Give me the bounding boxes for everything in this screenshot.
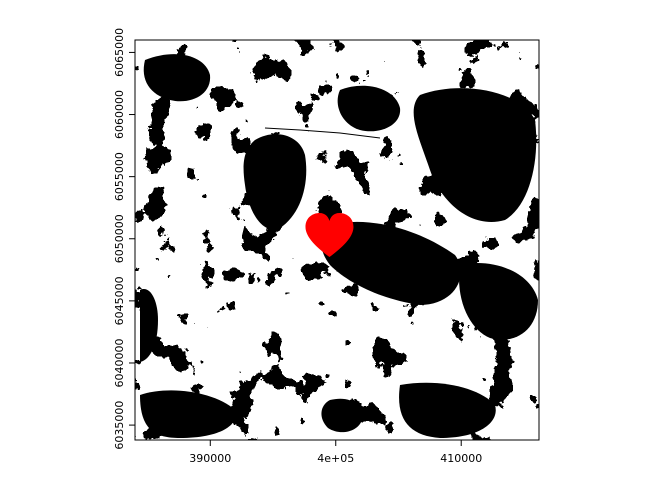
y-axis: 6035000 6040000 6045000 6050000 6055000 60600… [113, 28, 135, 450]
y-tick-label: 6060000 [113, 90, 126, 139]
x-tick-label: 390000 [189, 452, 231, 465]
y-tick-label: 6035000 [113, 401, 126, 450]
x-axis: 390000 4e+05 410000 [189, 440, 482, 465]
raster-dark-patches [140, 54, 538, 438]
y-tick-label: 6045000 [113, 276, 126, 325]
y-tick-label: 6065000 [113, 28, 126, 77]
raster-layer [135, 40, 539, 440]
y-tick-label: 6050000 [113, 214, 126, 263]
y-tick-label: 6055000 [113, 152, 126, 201]
x-tick-label: 410000 [440, 452, 482, 465]
x-tick-label: 4e+05 [317, 452, 354, 465]
plot-frame [134, 39, 540, 441]
heart-icon [305, 213, 354, 258]
road-line [264, 127, 381, 139]
y-tick-label: 6040000 [113, 338, 126, 387]
